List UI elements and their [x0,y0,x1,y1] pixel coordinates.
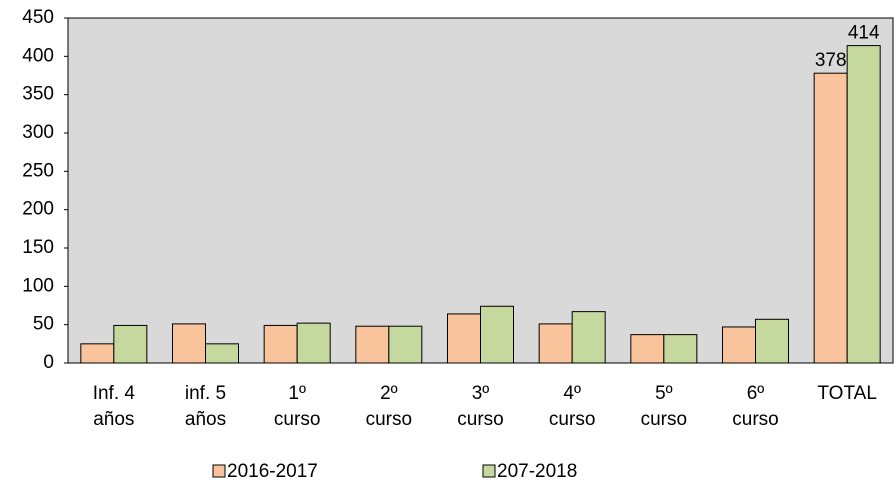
plot-area [67,17,894,364]
bar [755,318,789,364]
y-tick-label: 200 [22,199,54,220]
bar [296,322,331,364]
bar [205,343,239,364]
bar [80,343,115,364]
bar [263,324,298,364]
bar [447,313,481,364]
bar [630,334,665,364]
legend-label: 207-2018 [497,461,577,482]
x-tick-label: curso [641,409,687,430]
bar [571,311,606,364]
y-tick-label: 0 [43,352,54,373]
y-tick-label: 350 [22,84,54,105]
x-tick-label: 2º [380,383,398,404]
y-tick-label: 400 [22,45,54,66]
x-tick-label: TOTAL [817,383,876,404]
data-label: 378 [815,50,847,71]
bar [172,323,206,364]
x-tick-label: años [93,409,134,430]
y-tick-label: 250 [22,160,54,181]
x-tick-label: curso [732,409,778,430]
y-tick-label: 100 [22,275,54,296]
x-tick-label: 6º [747,383,765,404]
x-tick-label: Inf. 4 [93,383,136,404]
bar [355,325,390,364]
x-tick-label: curso [457,409,503,430]
y-tick-label: 50 [33,314,54,335]
bar [722,326,756,364]
x-tick-label: inf. 5 [185,383,226,404]
x-tick-label: curso [549,409,595,430]
x-tick-label: curso [366,409,412,430]
legend-swatch [212,464,226,478]
bar [388,325,423,364]
x-tick-label: años [185,409,226,430]
legend-swatch [482,464,496,478]
x-tick-label: 4º [563,383,581,404]
bar [846,45,881,364]
bar [113,324,148,364]
x-tick-label: 3º [472,383,490,404]
x-tick-label: 5º [655,383,673,404]
data-label: 414 [848,23,880,44]
y-tick-label: 450 [22,7,54,28]
x-tick-label: 1º [288,383,306,404]
bar [663,334,698,364]
legend-label: 2016-2017 [227,461,318,482]
bar [480,305,514,364]
bar [538,323,573,364]
y-tick-label: 300 [22,122,54,143]
y-tick-label: 150 [22,237,54,258]
bar [813,72,848,364]
x-tick-label: curso [274,409,320,430]
